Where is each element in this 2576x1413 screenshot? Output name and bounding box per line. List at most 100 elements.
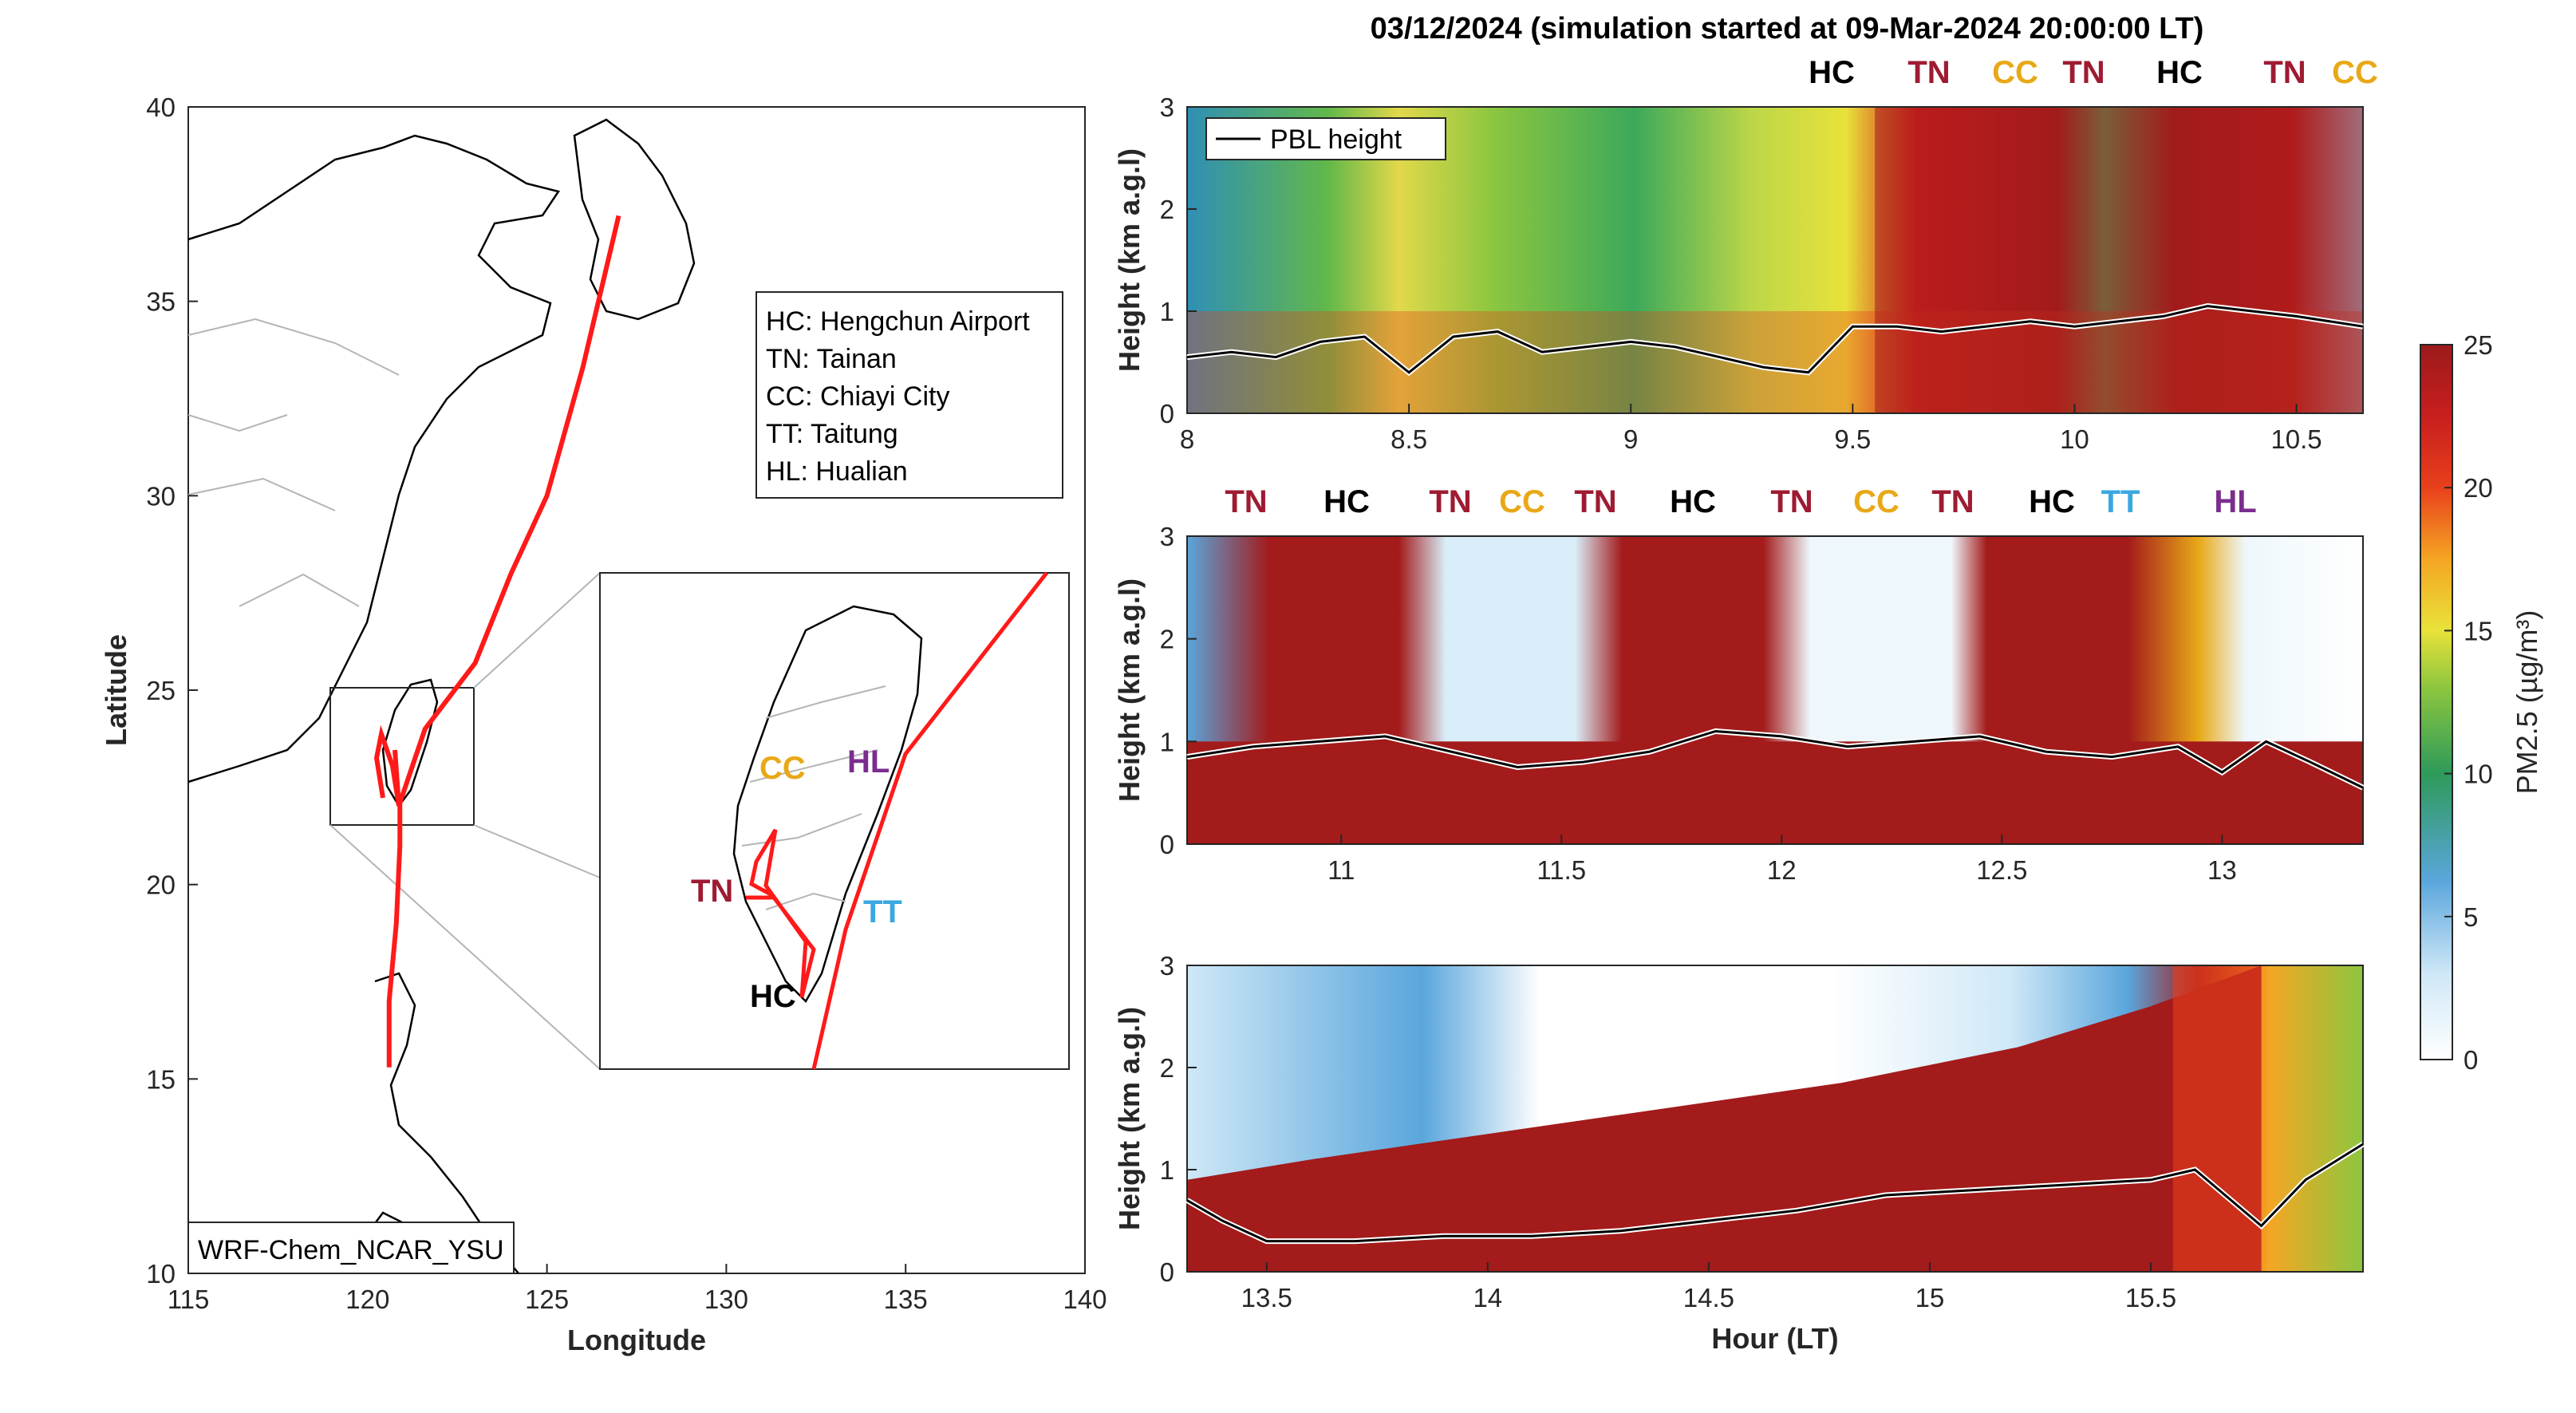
x-tick-label: 8.5 — [1391, 424, 1427, 454]
pbl-height-line — [1186, 1143, 2364, 1243]
site-label-hc: HC — [2156, 55, 2203, 90]
x-tick-label: 13.5 — [1241, 1283, 1292, 1312]
x-tick-label: 11 — [1327, 855, 1355, 885]
y-tick-label: 0 — [1160, 399, 1174, 428]
map-x-tick-label: 120 — [345, 1285, 389, 1314]
pbl-legend-label: PBL height — [1270, 124, 1402, 155]
map-y-tick-label: 15 — [146, 1064, 176, 1094]
map-x-tick-label: 135 — [884, 1285, 928, 1314]
colorbar-tick-label: 15 — [2464, 616, 2493, 645]
x-tick-label: 10 — [2060, 424, 2089, 454]
site-label-tn: TN — [1931, 484, 1974, 519]
panel-frame — [1186, 106, 2364, 414]
y-tick-label: 1 — [1160, 1155, 1174, 1185]
colorbar-ticks: 0 5 10 15 20 25 — [2444, 330, 2493, 1075]
x-tick-label: 12.5 — [1976, 855, 2027, 885]
y-axis-label: Height (km a.g.l) — [1113, 1007, 1146, 1230]
colorbar-tick-label: 25 — [2464, 330, 2493, 360]
x-tick-label: 14 — [1473, 1283, 1502, 1312]
site-label-tn: TN — [1907, 55, 1950, 90]
site-label-cc: CC — [1992, 55, 2038, 90]
inset-flight-track — [811, 571, 1048, 1070]
y-tick-label: 2 — [1160, 1053, 1174, 1083]
pbl-height-line — [1186, 305, 2364, 374]
pm25-field-transition — [2172, 965, 2262, 1272]
inset-site-label-cc: CC — [759, 751, 806, 786]
map-x-ticks: 115 120 125 130 135 140 — [168, 1264, 1107, 1314]
map-y-tick-label: 35 — [146, 287, 176, 317]
site-label-tn: TN — [2263, 55, 2306, 90]
x-tick-label: 11.5 — [1537, 855, 1586, 885]
inset-taiwan-coastline — [732, 605, 923, 1004]
x-tick-label: 9.5 — [1834, 424, 1871, 454]
site-legend-entry: CC: Chiayi City — [766, 381, 949, 412]
figure-title: 03/12/2024 (simulation started at 09-Mar… — [1371, 12, 2204, 45]
map-x-tick-label: 115 — [168, 1285, 210, 1314]
map-y-tick-label: 10 — [146, 1259, 176, 1289]
pbl-height-line — [1186, 729, 2364, 789]
pm25-field-high — [1875, 107, 2363, 413]
inset-flight-track-loop — [746, 828, 816, 998]
colorbar-tick-label: 5 — [2464, 902, 2478, 932]
colorbar-tick-label: 20 — [2464, 473, 2493, 503]
mainland-coastline — [187, 134, 561, 783]
site-legend-entry: TN: Tainan — [766, 344, 897, 374]
y-tick-label: 2 — [1160, 625, 1174, 654]
heatmap-panel-top: 8 8.5 9 9.5 10 10.5 0 1 2 3 Height (km a.g.l) PBL h… — [1113, 55, 2378, 454]
y-tick-label: 0 — [1160, 1257, 1174, 1287]
y-tick-label: 0 — [1160, 830, 1174, 859]
y-axis-label: Height (km a.g.l) — [1113, 578, 1146, 802]
site-label-hc: HC — [2029, 484, 2075, 519]
x-tick-label: 12 — [1767, 855, 1797, 885]
x-tick-label: 10.5 — [2270, 424, 2322, 454]
site-label-hl: HL — [2214, 484, 2256, 519]
site-label-cc: CC — [1499, 484, 1545, 519]
panel-frame — [1186, 965, 2364, 1273]
y-tick-label: 1 — [1160, 727, 1174, 756]
site-label-tn: TN — [2062, 55, 2105, 90]
colorbar-tick-label: 10 — [2464, 760, 2493, 789]
inset-county-borders — [741, 685, 886, 910]
site-label-hc: HC — [1809, 55, 1855, 90]
site-label-tn: TN — [1225, 484, 1267, 519]
map-x-tick-label: 125 — [525, 1285, 569, 1314]
site-legend-entry: HL: Hualian — [766, 456, 908, 487]
inset-site-label-hl: HL — [847, 744, 890, 780]
taiwan-coastline — [381, 678, 439, 808]
zoom-connector — [473, 572, 601, 689]
map-y-tick-label: 20 — [146, 870, 176, 900]
site-label-cc: CC — [2332, 55, 2378, 90]
site-label-tn: TN — [1574, 484, 1616, 519]
site-label-tt: TT — [2101, 484, 2140, 519]
x-tick-label: 15.5 — [2125, 1283, 2176, 1312]
y-axis-label: Height (km a.g.l) — [1113, 148, 1146, 372]
inset-site-labels: CC HL TN TT HC — [691, 744, 902, 1014]
map-y-ticks: 10 15 20 25 30 35 40 — [146, 93, 198, 1289]
map-y-tick-label: 30 — [146, 481, 176, 511]
zoom-connector — [329, 824, 601, 1070]
colorbar-scale — [2420, 344, 2453, 1060]
y-tick-label: 1 — [1160, 297, 1174, 326]
flight-track — [386, 215, 621, 1068]
map-x-tick-label: 130 — [704, 1285, 748, 1314]
colorbar-tick-label: 0 — [2464, 1045, 2478, 1075]
pm25-field-high — [1187, 965, 2262, 1272]
map-panel: 115 120 125 130 135 140 10 15 20 25 30 35 40 Longit… — [100, 93, 1107, 1356]
x-tick-label: 9 — [1623, 424, 1638, 454]
province-borders — [187, 318, 400, 607]
zoom-connector — [473, 824, 601, 878]
site-legend: HC: Hengchun Airport TN: Tainan CC: Chiayi… — [766, 306, 1030, 487]
map-y-tick-label: 40 — [146, 93, 176, 122]
korea-coastline — [573, 118, 696, 321]
map-x-tick-label: 140 — [1063, 1285, 1107, 1314]
site-label-hc: HC — [1670, 484, 1716, 519]
panel-frame — [1186, 535, 2364, 845]
map-y-axis-label: Latitude — [100, 634, 132, 746]
x-tick-label: 13 — [2207, 855, 2237, 885]
site-legend-entry: HC: Hengchun Airport — [766, 306, 1030, 337]
x-tick-label: 15 — [1915, 1283, 1945, 1312]
inset-site-label-tn: TN — [691, 874, 733, 909]
inset-site-label-hc: HC — [750, 979, 796, 1014]
